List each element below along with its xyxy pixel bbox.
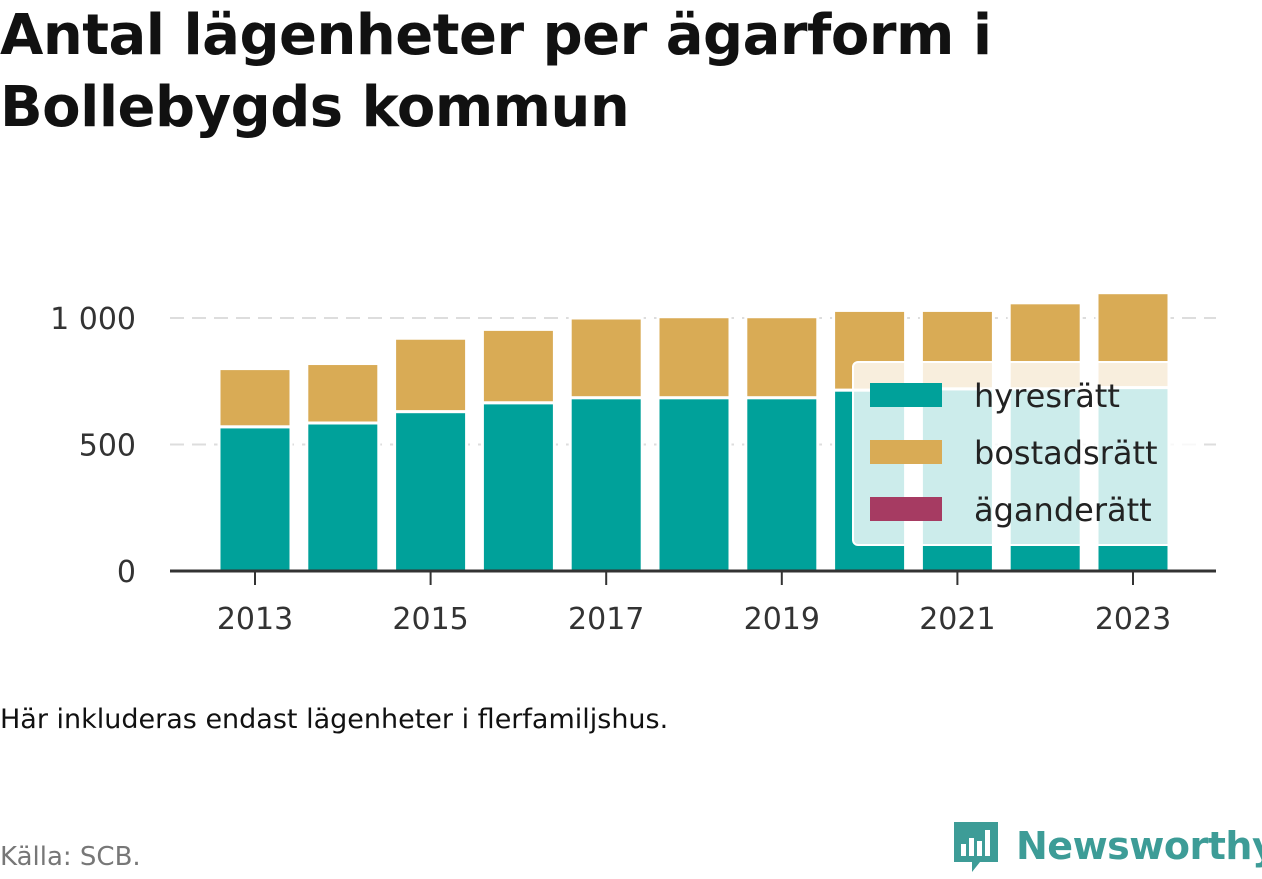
bar-bostadsrätt-2017 — [568, 316, 644, 400]
bar-hyresrätt-2017 — [568, 396, 644, 573]
y-tick-label: 1 000 — [50, 302, 136, 337]
bar-bostadsrätt-2013 — [217, 367, 293, 429]
chart-title: Antal lägenheter per ägarform i Bollebyg… — [0, 3, 992, 140]
bar-bostadsrätt-2014 — [305, 362, 381, 425]
x-tick-label: 2021 — [919, 602, 995, 637]
bar-bostadsrätt-2019 — [744, 315, 820, 400]
bar-hyresrätt-2019 — [744, 396, 820, 573]
x-tick-label: 2017 — [568, 602, 644, 637]
x-axis: 2013 2015 2017 2019 2021 2023 — [170, 569, 1216, 637]
legend-label-bostadsrätt: bostadsrätt — [974, 434, 1158, 472]
brand-name: Newsworthy — [1016, 824, 1262, 868]
y-axis: 0 500 1 000 — [50, 302, 136, 590]
source-text: Källa: SCB. — [0, 842, 141, 872]
stacked-bar-chart: 0 500 1 000 2013 2015 2017 2019 2021 2023 hyres… — [50, 291, 1216, 637]
legend-label-hyresrätt: hyresrätt — [974, 377, 1120, 415]
x-tick-label: 2019 — [744, 602, 820, 637]
bar-bostadsrätt-2015 — [393, 336, 469, 414]
brand-logo: Newsworthy — [950, 818, 1262, 874]
x-tick-label: 2015 — [392, 602, 468, 637]
bar-bostadsrätt-2016 — [480, 327, 556, 405]
chart-note: Här inkluderas endast lägenheter i flerf… — [0, 704, 669, 735]
bar-hyresrätt-2016 — [480, 401, 556, 573]
legend-swatch-bostadsrätt — [870, 440, 942, 464]
y-tick-label: 500 — [79, 429, 136, 464]
x-tick-label: 2023 — [1095, 602, 1171, 637]
bar-hyresrätt-2018 — [656, 396, 732, 573]
newsworthy-logo-icon — [954, 822, 998, 872]
bar-hyresrätt-2015 — [393, 410, 469, 573]
legend-swatch-äganderätt — [870, 497, 942, 521]
x-tick-label: 2013 — [217, 602, 293, 637]
legend-swatch-hyresrätt — [870, 383, 942, 407]
bar-hyresrätt-2013 — [217, 425, 293, 573]
bar-bostadsrätt-2018 — [656, 315, 732, 400]
legend: hyresrätt bostadsrätt äganderätt — [852, 361, 1199, 546]
y-tick-label: 0 — [117, 555, 136, 590]
bar-hyresrätt-2014 — [305, 421, 381, 573]
legend-label-äganderätt: äganderätt — [974, 491, 1152, 529]
